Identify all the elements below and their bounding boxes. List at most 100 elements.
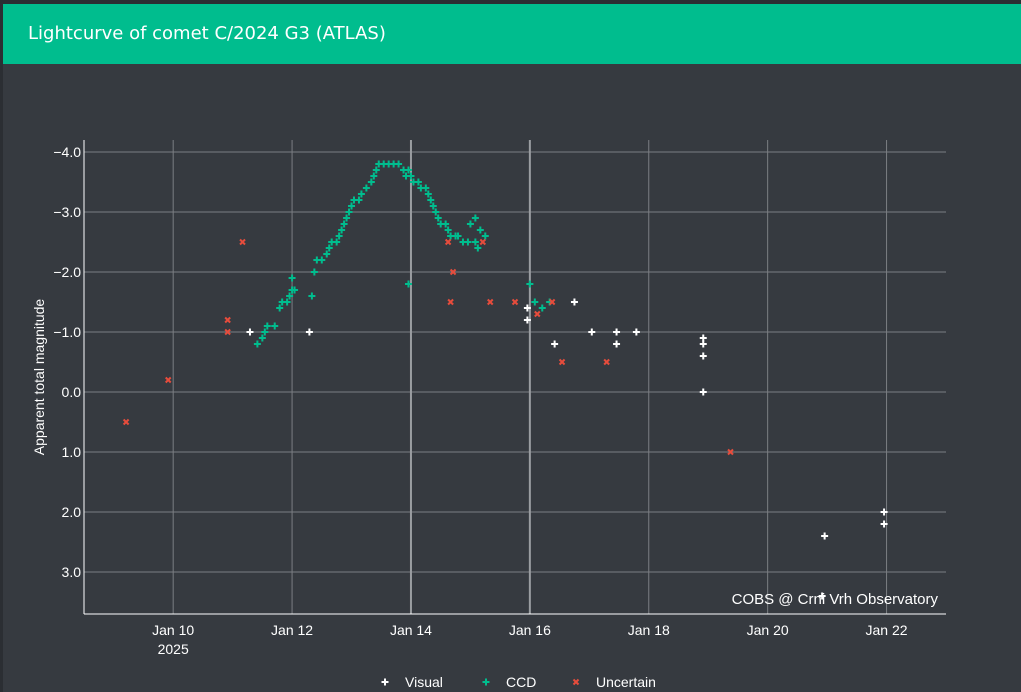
- legend-marker-visual: [381, 678, 389, 686]
- uncertain-point: [224, 328, 231, 336]
- visual-point: [570, 298, 578, 306]
- ccd-point: [370, 172, 378, 180]
- ccd-point: [464, 238, 472, 246]
- chart-title: Lightcurve of comet C/2024 G3 (ATLAS): [28, 23, 386, 44]
- ccd-point: [454, 232, 462, 240]
- legend-label-visual: Visual: [405, 674, 443, 690]
- y-axis-title: Apparent total magnitude: [31, 299, 47, 456]
- x-tick-sublabel: 2025: [158, 641, 189, 657]
- ccd-point: [526, 280, 534, 288]
- visual-point: [523, 316, 531, 324]
- visual-point: [699, 352, 707, 360]
- uncertain-point: [239, 238, 246, 246]
- ccd-point: [538, 304, 546, 312]
- ccd-point: [308, 292, 316, 300]
- ccd-point: [286, 292, 294, 300]
- ccd-point: [481, 232, 489, 240]
- visual-point: [699, 388, 707, 396]
- uncertain-point: [165, 376, 172, 384]
- ccd-point: [310, 268, 318, 276]
- visual-point: [305, 328, 313, 336]
- uncertain-point: [534, 310, 541, 318]
- x-tick-label: Jan 10: [152, 622, 194, 638]
- x-tick-label: Jan 22: [866, 622, 908, 638]
- ccd-point: [271, 322, 279, 330]
- ccd-point: [414, 178, 422, 186]
- ccd-point: [372, 166, 380, 174]
- ccd-point: [325, 244, 333, 252]
- ccd-point: [276, 304, 284, 312]
- ccd-point: [444, 226, 452, 234]
- ccd-point: [427, 196, 435, 204]
- ccd-point: [471, 238, 479, 246]
- ccd-point: [340, 220, 348, 228]
- ccd-point: [338, 226, 346, 234]
- visual-point: [523, 304, 531, 312]
- ccd-point: [283, 298, 291, 306]
- credit-annotation: COBS @ Crni Vrh Observatory: [732, 591, 939, 608]
- uncertain-point: [224, 316, 231, 324]
- legend-marker-uncertain: [572, 678, 580, 686]
- visual-point: [613, 340, 621, 348]
- ccd-point: [318, 256, 326, 264]
- ccd-point: [442, 220, 450, 228]
- ccd-point: [466, 220, 474, 228]
- chart-card: Lightcurve of comet C/2024 G3 (ATLAS): [3, 4, 1021, 692]
- y-tick-label: 2.0: [62, 504, 82, 520]
- visual-point: [880, 520, 888, 528]
- legend-label-ccd: CCD: [506, 674, 536, 690]
- ccd-point: [253, 340, 261, 348]
- uncertain-point: [122, 418, 130, 426]
- visual-point: [699, 340, 707, 348]
- ccd-point: [357, 190, 365, 198]
- uncertain-point: [511, 298, 519, 306]
- visual-point: [246, 328, 254, 336]
- uncertain-point: [487, 298, 494, 306]
- visual-point: [588, 328, 596, 336]
- visual-point: [821, 532, 829, 540]
- uncertain-point: [558, 358, 566, 366]
- uncertain-point: [548, 298, 556, 306]
- ccd-point: [348, 202, 356, 210]
- y-tick-label: −1.0: [53, 324, 81, 340]
- ccd-point: [261, 328, 269, 336]
- x-tick-label: Jan 16: [509, 622, 551, 638]
- ccd-point: [407, 172, 415, 180]
- ccd-point: [288, 274, 296, 282]
- ccd-point: [291, 286, 299, 294]
- ccd-point: [323, 250, 331, 258]
- ccd-point: [429, 202, 437, 210]
- visual-point: [632, 328, 640, 336]
- ccd-point: [345, 208, 353, 216]
- ccd-point: [263, 322, 271, 330]
- x-tick-label: Jan 14: [390, 622, 432, 638]
- y-tick-label: −3.0: [53, 204, 81, 220]
- y-tick-label: −2.0: [53, 264, 81, 280]
- ccd-point: [335, 232, 343, 240]
- ccd-point: [474, 244, 482, 252]
- ccd-point: [471, 214, 479, 222]
- uncertain-point: [479, 238, 487, 246]
- visual-point: [551, 340, 559, 348]
- ccd-point: [362, 184, 370, 192]
- x-tick-label: Jan 18: [628, 622, 670, 638]
- ccd-point: [476, 226, 484, 234]
- uncertain-point: [727, 448, 734, 456]
- ccd-point: [432, 208, 440, 216]
- chart-header: Lightcurve of comet C/2024 G3 (ATLAS): [3, 4, 1021, 64]
- visual-point: [880, 508, 888, 516]
- ccd-point: [355, 196, 363, 204]
- y-tick-label: −4.0: [53, 144, 81, 160]
- uncertain-point: [449, 268, 457, 276]
- ccd-point: [424, 190, 432, 198]
- ccd-point: [404, 166, 412, 174]
- legend-label-uncertain: Uncertain: [596, 674, 656, 690]
- visual-point: [613, 328, 621, 336]
- uncertain-point: [603, 358, 610, 366]
- ccd-point: [434, 214, 442, 222]
- y-tick-label: 1.0: [62, 444, 82, 460]
- ccd-point: [422, 184, 430, 192]
- ccd-point: [395, 160, 403, 168]
- ccd-point: [343, 214, 351, 222]
